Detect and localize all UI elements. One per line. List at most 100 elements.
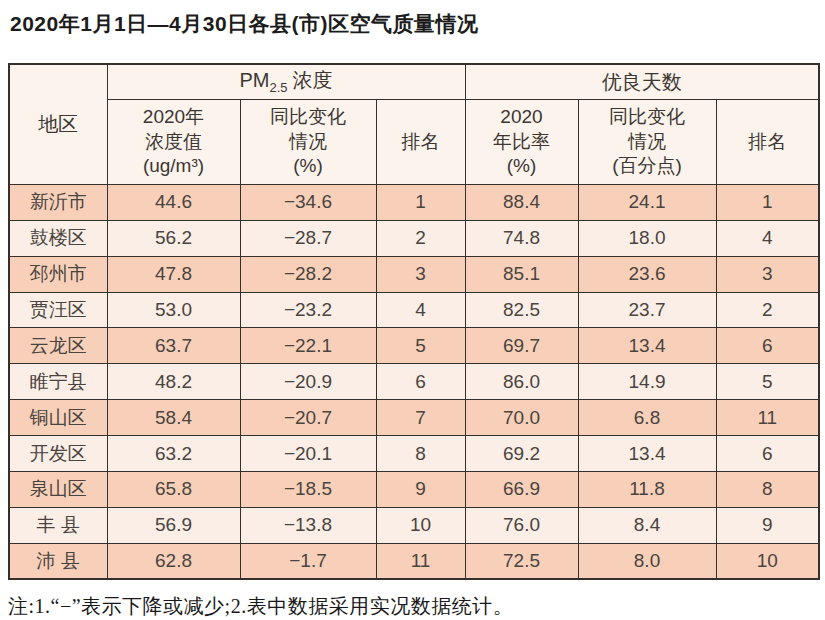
table-row: 睢宁县48.2−20.9686.014.95 xyxy=(9,364,819,400)
cell-ratio-change: 13.4 xyxy=(578,436,716,472)
header-concentration-change: 同比变化 情况 (%) xyxy=(240,99,376,184)
cell-concentration: 63.2 xyxy=(107,436,240,472)
cell-concentration: 56.2 xyxy=(107,220,240,256)
table-row: 泉山区65.8−18.5966.911.88 xyxy=(9,472,819,508)
cell-concentration-change: −20.9 xyxy=(240,364,376,400)
cell-rank-pm25: 11 xyxy=(376,543,465,579)
cell-ratio: 69.7 xyxy=(465,328,578,364)
cell-ratio: 70.0 xyxy=(465,400,578,436)
cell-rank-pm25: 2 xyxy=(376,220,465,256)
header-line: 2020年 xyxy=(108,105,240,130)
table-row: 开发区63.2−20.1869.213.46 xyxy=(9,436,819,472)
header-line: (百分点) xyxy=(579,154,716,179)
cell-region: 睢宁县 xyxy=(9,364,107,400)
cell-rank-pm25: 7 xyxy=(376,400,465,436)
header-concentration: 2020年 浓度值 (ug/m³) xyxy=(107,99,240,184)
cell-ratio-change: 14.9 xyxy=(578,364,716,400)
cell-rank-pm25: 6 xyxy=(376,364,465,400)
cell-rank-good-days: 9 xyxy=(716,507,819,543)
cell-region: 丰 县 xyxy=(9,507,107,543)
cell-concentration-change: −28.7 xyxy=(240,220,376,256)
cell-region: 鼓楼区 xyxy=(9,220,107,256)
cell-region: 新沂市 xyxy=(9,184,107,220)
cell-concentration-change: −34.6 xyxy=(240,184,376,220)
cell-ratio-change: 6.8 xyxy=(578,400,716,436)
cell-ratio: 66.9 xyxy=(465,472,578,508)
cell-rank-pm25: 5 xyxy=(376,328,465,364)
footnote: 注:1.“−”表示下降或减少;2.表中数据采用实况数据统计。 xyxy=(8,593,825,620)
cell-rank-good-days: 10 xyxy=(716,543,819,579)
pm25-suffix: 浓度 xyxy=(293,69,333,91)
cell-rank-good-days: 2 xyxy=(716,292,819,328)
header-rank-good-days: 排名 xyxy=(716,99,819,184)
header-line: 浓度值 xyxy=(108,130,240,155)
cell-ratio-change: 24.1 xyxy=(578,184,716,220)
table-header: 地区 PM2.5 浓度 优良天数 2020年 浓度值 (ug/m³) 同比变化 情… xyxy=(9,64,819,184)
cell-rank-pm25: 3 xyxy=(376,256,465,292)
cell-rank-pm25: 4 xyxy=(376,292,465,328)
cell-ratio-change: 11.8 xyxy=(578,472,716,508)
header-line: (%) xyxy=(466,154,578,179)
table-body: 新沂市44.6−34.6188.424.11鼓楼区56.2−28.7274.81… xyxy=(9,184,819,579)
cell-rank-good-days: 8 xyxy=(716,472,819,508)
cell-ratio-change: 13.4 xyxy=(578,328,716,364)
cell-ratio: 82.5 xyxy=(465,292,578,328)
header-line: (ug/m³) xyxy=(108,154,240,179)
cell-concentration-change: −28.2 xyxy=(240,256,376,292)
header-ratio-change: 同比变化 情况 (百分点) xyxy=(578,99,716,184)
cell-concentration: 53.0 xyxy=(107,292,240,328)
cell-rank-pm25: 9 xyxy=(376,472,465,508)
cell-concentration: 56.9 xyxy=(107,507,240,543)
cell-rank-good-days: 4 xyxy=(716,220,819,256)
table-row: 鼓楼区56.2−28.7274.818.04 xyxy=(9,220,819,256)
cell-concentration: 58.4 xyxy=(107,400,240,436)
cell-region: 邳州市 xyxy=(9,256,107,292)
page-title: 2020年1月1日—4月30日各县(市)区空气质量情况 xyxy=(10,10,825,38)
table-row: 沛 县62.8−1.71172.58.010 xyxy=(9,543,819,579)
header-line: (%) xyxy=(241,154,376,179)
air-quality-table: 地区 PM2.5 浓度 优良天数 2020年 浓度值 (ug/m³) 同比变化 情… xyxy=(8,63,820,580)
cell-ratio: 85.1 xyxy=(465,256,578,292)
cell-rank-good-days: 1 xyxy=(716,184,819,220)
header-line: 2020 xyxy=(466,105,578,130)
cell-rank-good-days: 3 xyxy=(716,256,819,292)
cell-ratio: 69.2 xyxy=(465,436,578,472)
cell-ratio: 86.0 xyxy=(465,364,578,400)
header-group-good-days: 优良天数 xyxy=(465,64,819,99)
cell-rank-good-days: 11 xyxy=(716,400,819,436)
cell-concentration-change: −20.1 xyxy=(240,436,376,472)
cell-ratio-change: 18.0 xyxy=(578,220,716,256)
cell-concentration-change: −23.2 xyxy=(240,292,376,328)
cell-rank-pm25: 10 xyxy=(376,507,465,543)
header-region: 地区 xyxy=(9,64,107,184)
header-line: 年比率 xyxy=(466,130,578,155)
cell-concentration-change: −1.7 xyxy=(240,543,376,579)
cell-concentration-change: −13.8 xyxy=(240,507,376,543)
cell-ratio-change: 23.6 xyxy=(578,256,716,292)
cell-concentration: 65.8 xyxy=(107,472,240,508)
cell-ratio: 76.0 xyxy=(465,507,578,543)
cell-concentration: 63.7 xyxy=(107,328,240,364)
table-row: 云龙区63.7−22.1569.713.46 xyxy=(9,328,819,364)
header-rank-pm25: 排名 xyxy=(376,99,465,184)
cell-region: 铜山区 xyxy=(9,400,107,436)
cell-rank-good-days: 6 xyxy=(716,436,819,472)
header-line: 同比变化 xyxy=(241,105,376,130)
cell-region: 云龙区 xyxy=(9,328,107,364)
pm25-prefix: PM xyxy=(239,69,269,91)
cell-rank-pm25: 8 xyxy=(376,436,465,472)
cell-concentration: 48.2 xyxy=(107,364,240,400)
cell-ratio-change: 8.4 xyxy=(578,507,716,543)
pm25-subscript: 2.5 xyxy=(269,80,287,95)
cell-concentration-change: −20.7 xyxy=(240,400,376,436)
cell-concentration: 47.8 xyxy=(107,256,240,292)
cell-ratio: 74.8 xyxy=(465,220,578,256)
cell-concentration: 62.8 xyxy=(107,543,240,579)
table-row: 贾汪区53.0−23.2482.523.72 xyxy=(9,292,819,328)
header-ratio: 2020 年比率 (%) xyxy=(465,99,578,184)
cell-ratio-change: 8.0 xyxy=(578,543,716,579)
header-group-pm25: PM2.5 浓度 xyxy=(107,64,465,99)
cell-concentration: 44.6 xyxy=(107,184,240,220)
table-row: 新沂市44.6−34.6188.424.11 xyxy=(9,184,819,220)
cell-rank-good-days: 5 xyxy=(716,364,819,400)
